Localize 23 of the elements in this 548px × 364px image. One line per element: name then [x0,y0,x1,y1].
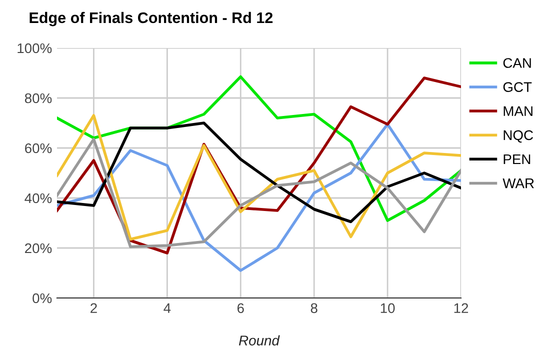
x-tick-label: 8 [310,303,318,314]
y-tick-label: 0% [32,293,52,304]
x-tick-label: 12 [454,303,468,313]
y-tick-label: 100% [18,43,52,54]
legend-label: WAR [502,178,534,188]
x-tick-label: 10 [380,303,395,314]
chart-title: Edge of Finals Contention - Rd 12 [30,12,273,26]
x-tick-label: 6 [237,303,244,314]
y-tick-label: 40% [24,193,52,204]
legend-label: CAN [503,58,531,68]
legend-label: MAN [504,106,532,116]
legend-label: GCT [503,82,532,92]
legend-label: NQC [504,130,533,143]
y-tick-label: 20% [25,243,52,254]
line-series [57,122,461,224]
line-series [57,138,461,248]
y-tick-label: 80% [24,93,52,104]
line-series [57,114,461,241]
legend-label: PEN [504,154,530,164]
x-tick-label: 2 [90,303,97,313]
y-tick-label: 60% [25,143,52,154]
x-axis-title: Round [238,335,280,346]
x-tick-label: 4 [164,303,171,313]
